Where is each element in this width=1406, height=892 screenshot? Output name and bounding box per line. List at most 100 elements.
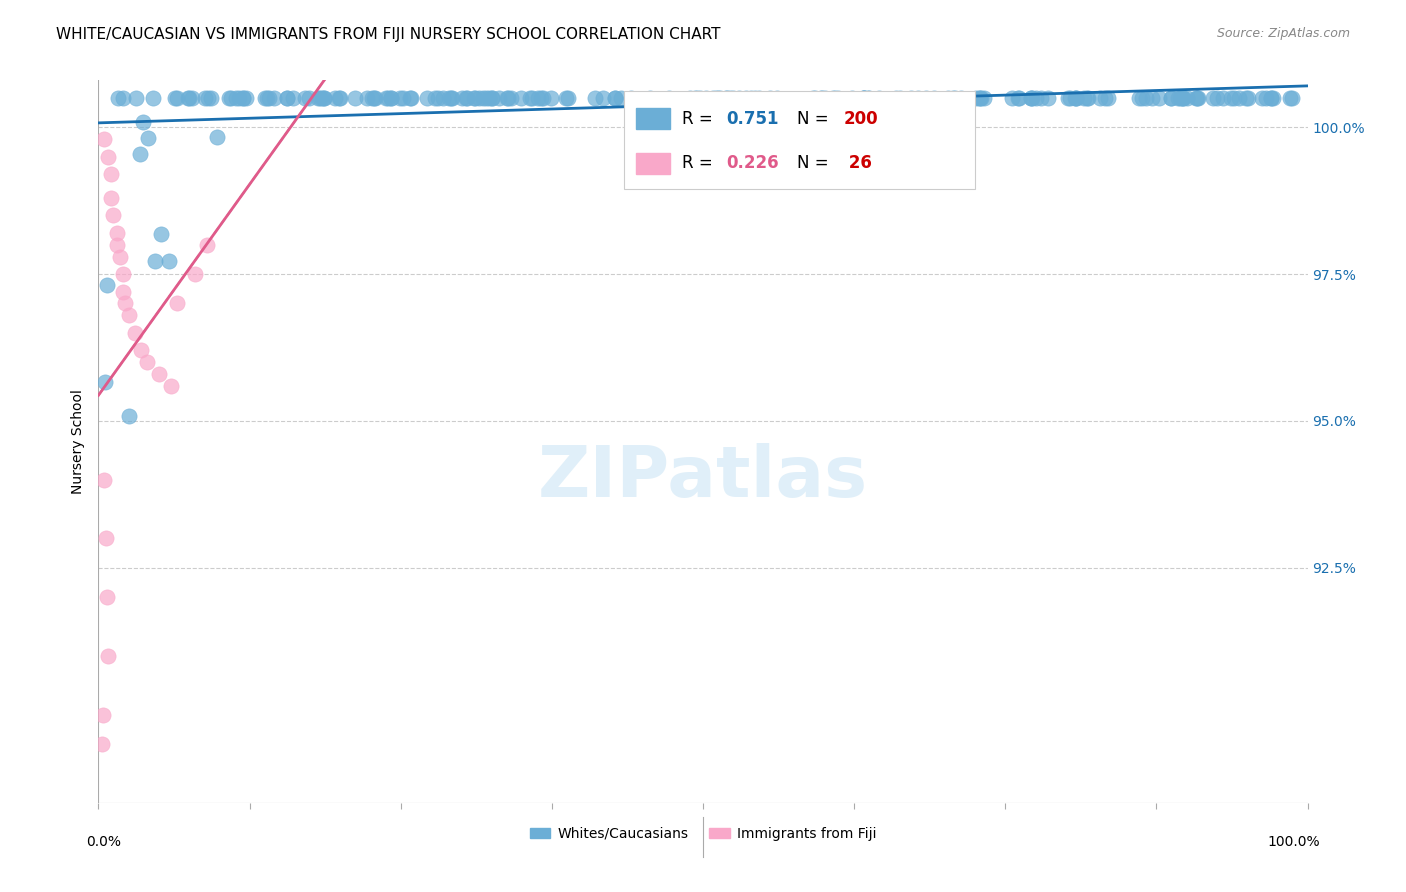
Point bbox=[1220, 91, 1243, 105]
Point bbox=[218, 91, 240, 105]
Point bbox=[129, 343, 152, 358]
Point bbox=[325, 91, 347, 105]
Point bbox=[852, 91, 875, 105]
Point bbox=[475, 91, 498, 105]
Point bbox=[1008, 91, 1031, 105]
Point bbox=[344, 91, 367, 105]
Point bbox=[716, 91, 738, 105]
Point bbox=[557, 91, 579, 105]
Point bbox=[276, 91, 298, 105]
Point bbox=[1202, 91, 1225, 105]
Point bbox=[748, 91, 770, 105]
Point bbox=[307, 91, 329, 105]
Point bbox=[235, 91, 257, 105]
Point bbox=[166, 296, 188, 310]
Point bbox=[1063, 91, 1085, 105]
Point bbox=[118, 409, 141, 424]
Point bbox=[1094, 91, 1116, 105]
Point bbox=[943, 91, 966, 105]
Point bbox=[907, 91, 929, 105]
Point bbox=[377, 91, 399, 105]
Point bbox=[499, 91, 522, 105]
Point bbox=[197, 91, 219, 105]
Point bbox=[467, 91, 489, 105]
Point bbox=[1130, 91, 1153, 105]
Point bbox=[309, 91, 332, 105]
Point bbox=[1021, 91, 1043, 105]
Point bbox=[967, 91, 990, 105]
Point bbox=[276, 91, 298, 105]
Point bbox=[100, 191, 122, 205]
Point bbox=[727, 91, 749, 105]
Point bbox=[166, 91, 188, 105]
Point bbox=[97, 648, 120, 663]
Y-axis label: Nursery School: Nursery School bbox=[70, 389, 84, 494]
Point bbox=[1019, 91, 1042, 105]
Point bbox=[811, 91, 834, 105]
Point bbox=[1097, 91, 1119, 105]
Point bbox=[853, 91, 876, 105]
Point bbox=[97, 150, 120, 164]
Point bbox=[695, 91, 717, 105]
Point bbox=[1019, 91, 1042, 105]
Point bbox=[232, 91, 254, 105]
Text: 0.0%: 0.0% bbox=[86, 835, 121, 849]
Point bbox=[1090, 91, 1112, 105]
Point bbox=[108, 250, 131, 264]
Point bbox=[148, 367, 170, 381]
Point bbox=[194, 91, 217, 105]
Point bbox=[721, 91, 744, 105]
Point bbox=[361, 91, 384, 105]
Point bbox=[105, 237, 128, 252]
Point bbox=[889, 91, 911, 105]
Point bbox=[853, 91, 876, 105]
Point bbox=[1173, 91, 1195, 105]
Point bbox=[592, 91, 614, 105]
Point bbox=[1149, 91, 1171, 105]
Point bbox=[100, 167, 122, 181]
Point bbox=[374, 91, 396, 105]
Point bbox=[603, 91, 626, 105]
FancyBboxPatch shape bbox=[637, 153, 671, 174]
Point bbox=[160, 378, 183, 392]
Point bbox=[225, 91, 247, 105]
Point bbox=[519, 91, 541, 105]
Point bbox=[184, 267, 207, 281]
Point bbox=[704, 91, 727, 105]
Point bbox=[969, 91, 991, 105]
Point bbox=[93, 473, 115, 487]
Point bbox=[132, 115, 155, 129]
Point bbox=[177, 91, 200, 105]
Point bbox=[922, 91, 945, 105]
Point bbox=[1237, 91, 1260, 105]
Point bbox=[938, 91, 960, 105]
Point bbox=[1260, 91, 1282, 105]
Point bbox=[758, 91, 780, 105]
Point bbox=[638, 91, 661, 105]
Point bbox=[1205, 91, 1227, 105]
Point bbox=[456, 91, 478, 105]
Point bbox=[112, 91, 135, 105]
Point bbox=[530, 91, 553, 105]
Point bbox=[900, 91, 922, 105]
Point bbox=[205, 130, 228, 145]
Point bbox=[440, 91, 463, 105]
Point bbox=[658, 91, 681, 105]
Point bbox=[868, 91, 890, 105]
Point bbox=[471, 91, 494, 105]
Point bbox=[143, 254, 166, 268]
Point bbox=[1160, 91, 1182, 105]
Text: N =: N = bbox=[797, 110, 834, 128]
Point bbox=[827, 91, 849, 105]
Point bbox=[107, 91, 129, 105]
Point bbox=[1025, 91, 1047, 105]
Point bbox=[702, 91, 724, 105]
Point bbox=[96, 277, 118, 292]
Point bbox=[253, 91, 276, 105]
Point bbox=[810, 91, 832, 105]
Point bbox=[973, 91, 995, 105]
Point bbox=[709, 91, 731, 105]
Point bbox=[969, 91, 991, 105]
Point bbox=[232, 91, 254, 105]
Point bbox=[555, 91, 578, 105]
